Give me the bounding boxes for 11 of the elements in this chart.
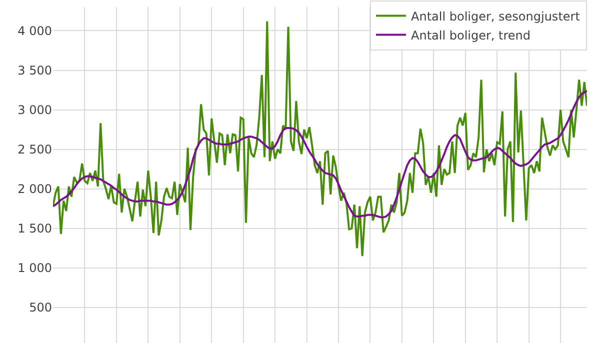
y-tick-label: 3 500 — [18, 63, 52, 78]
legend-label: Antall boliger, sesongjustert — [411, 9, 580, 24]
y-tick-label: 500 — [29, 300, 52, 315]
y-tick-label: 1 500 — [18, 222, 52, 236]
legend-label: Antall boliger, trend — [411, 28, 531, 42]
y-tick-label: 3 000 — [18, 102, 52, 117]
y-tick-label: 2 000 — [18, 182, 52, 196]
y-tick-label: 4 000 — [18, 24, 52, 38]
y-tick-label: 2 500 — [18, 142, 52, 157]
y-tick-label: 1 000 — [18, 261, 52, 276]
line-series — [53, 90, 587, 218]
